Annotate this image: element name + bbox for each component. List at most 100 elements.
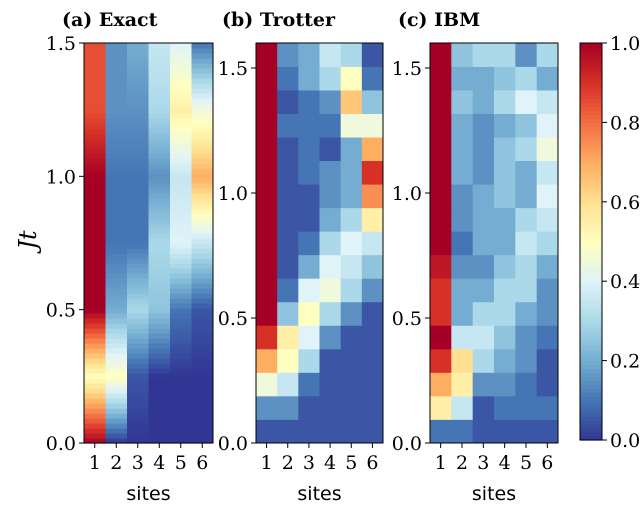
heatmap-cell — [362, 208, 384, 232]
heatmap-cell — [84, 118, 106, 124]
heatmap-cell — [451, 137, 473, 161]
heatmap-cell — [170, 418, 192, 424]
colorbar-tick-label: 0.0 — [610, 430, 640, 452]
heatmap-cell — [320, 114, 342, 138]
x-tick-label: 1 — [261, 452, 273, 474]
heatmap-cell — [341, 114, 363, 138]
heatmap-cell — [170, 403, 192, 409]
heatmap-cell — [106, 188, 128, 194]
heatmap-cell — [192, 233, 214, 239]
heatmap-cell — [149, 243, 171, 249]
heatmap-cell — [106, 178, 128, 184]
colorbar-tick-label: 0.6 — [610, 192, 640, 214]
heatmap-cell — [192, 358, 214, 364]
heatmap-cell — [149, 88, 171, 94]
heatmap-cell — [84, 153, 106, 159]
heatmap-cell — [298, 137, 320, 161]
heatmap-cell — [494, 231, 516, 255]
heatmap-cell — [106, 283, 128, 289]
heatmap-cell — [127, 123, 149, 129]
heatmap-cell — [192, 73, 214, 79]
heatmap-cell — [149, 253, 171, 259]
heatmap-cell — [170, 243, 192, 249]
heatmap-cell — [192, 323, 214, 329]
heatmap-cell — [149, 368, 171, 374]
heatmap-cell — [127, 98, 149, 104]
heatmap-cell — [127, 303, 149, 309]
heatmap-cell — [127, 378, 149, 384]
heatmap-cell — [170, 178, 192, 184]
heatmap-cell — [473, 231, 495, 255]
heatmap-cell — [320, 325, 342, 349]
heatmap-cell — [106, 148, 128, 154]
colorbar-segment — [580, 194, 602, 199]
heatmap-cell — [277, 278, 299, 302]
heatmap-cell — [277, 349, 299, 373]
heatmap-cell — [341, 67, 363, 91]
heatmap-cell — [362, 372, 384, 396]
y-tick-label: 0.5 — [392, 308, 422, 330]
colorbar-segment — [580, 369, 602, 374]
heatmap-cell — [149, 138, 171, 144]
heatmap-cell — [127, 408, 149, 414]
colorbar-segment — [580, 210, 602, 215]
heatmap-cell — [451, 114, 473, 138]
heatmap-cell — [170, 238, 192, 244]
heatmap-cell — [256, 231, 278, 255]
heatmap-cell — [537, 325, 559, 349]
heatmap-panel-1: 1 2 3 4 5 6 0.0 0.5 1.0 1.5(a) Exact sites — [46, 9, 214, 505]
colorbar-segment — [580, 400, 602, 405]
x-axis-label: sites — [472, 483, 516, 505]
heatmap-cell — [320, 67, 342, 91]
heatmap-cell — [170, 323, 192, 329]
colorbar-segment — [580, 206, 602, 211]
heatmap-cell — [84, 203, 106, 209]
heatmap-cell — [84, 128, 106, 134]
colorbar-segment — [580, 321, 602, 326]
heatmap-cell — [170, 353, 192, 359]
heatmap-cell — [127, 273, 149, 279]
heatmap-cell — [149, 218, 171, 224]
heatmap-cell — [149, 258, 171, 264]
heatmap-cell — [170, 413, 192, 419]
heatmap-cell — [192, 93, 214, 99]
heatmap-cell — [192, 78, 214, 84]
heatmap-cell — [84, 263, 106, 269]
heatmap-cell — [170, 78, 192, 84]
heatmap-cell — [192, 258, 214, 264]
y-tick-label: 1.5 — [392, 58, 422, 80]
y-tick-label: 0.0 — [392, 433, 422, 455]
heatmap-cell — [430, 302, 452, 326]
heatmap-cell — [127, 298, 149, 304]
heatmap-cell — [106, 318, 128, 324]
heatmap-cell — [149, 78, 171, 84]
heatmap-cell — [515, 255, 537, 279]
heatmap-cell — [106, 223, 128, 229]
heatmap-cell — [170, 98, 192, 104]
colorbar-segment — [580, 99, 602, 104]
heatmap-cell — [106, 418, 128, 424]
heatmap-cell — [84, 328, 106, 334]
heatmap-cell — [127, 143, 149, 149]
heatmap-cell — [106, 48, 128, 54]
heatmap-cell — [84, 218, 106, 224]
heatmap-cell — [192, 388, 214, 394]
heatmap-cell — [192, 208, 214, 214]
heatmap-cell — [298, 161, 320, 185]
colorbar-segment — [580, 114, 602, 119]
colorbar-segment — [580, 190, 602, 195]
heatmap-cell — [192, 273, 214, 279]
heatmap-cell — [298, 419, 320, 443]
heatmap-cell — [362, 396, 384, 420]
colorbar-segment — [580, 79, 602, 84]
x-tick-label: 4 — [153, 452, 165, 474]
heatmap-cell — [149, 373, 171, 379]
heatmap-cell — [127, 323, 149, 329]
heatmap-cell — [430, 278, 452, 302]
heatmap-cell — [127, 78, 149, 84]
heatmap-cell — [127, 163, 149, 169]
heatmap-cell — [149, 303, 171, 309]
heatmap-cell — [149, 103, 171, 109]
heatmap-cell — [106, 363, 128, 369]
heatmap-cell — [277, 325, 299, 349]
